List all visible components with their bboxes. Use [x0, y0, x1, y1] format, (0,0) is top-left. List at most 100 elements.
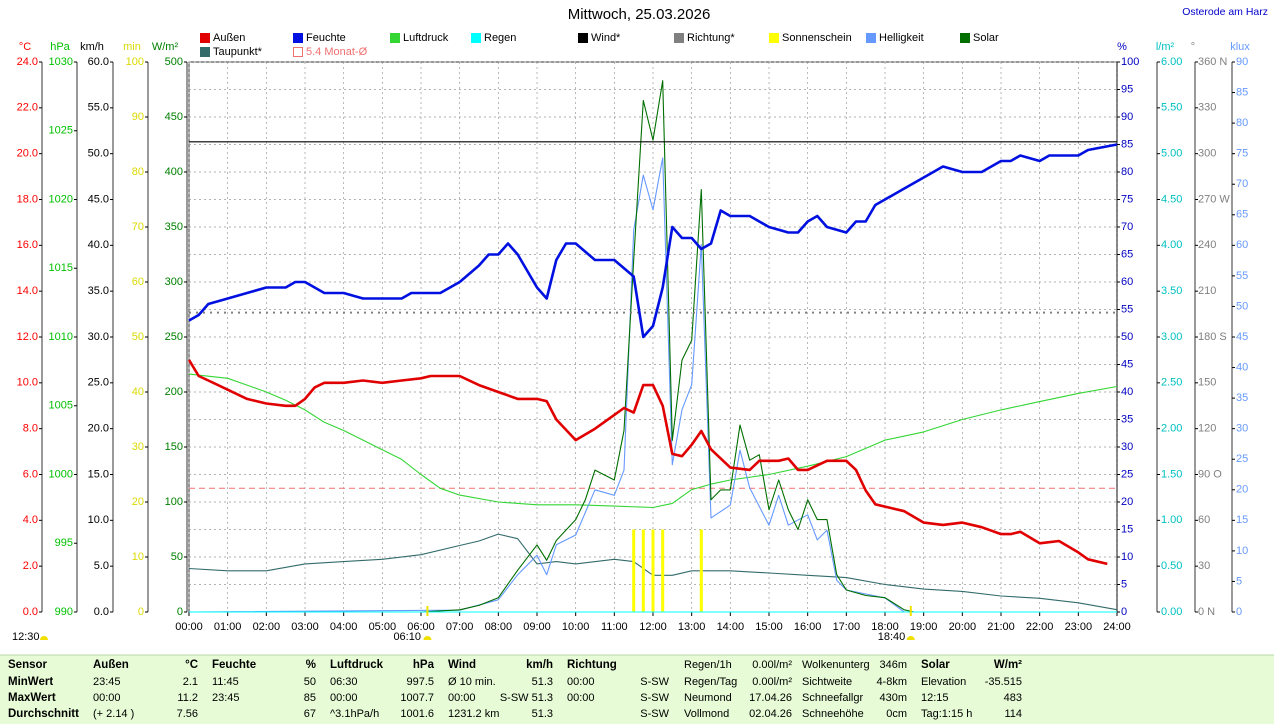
- y-tick-label: 3.00: [1161, 331, 1182, 343]
- y-tick-label: 50.0: [88, 148, 109, 160]
- x-tick-label: 05:00: [369, 621, 397, 633]
- sun-time: 18:40: [878, 631, 906, 643]
- y-tick-label: 40: [132, 386, 144, 398]
- series-line: [188, 157, 1117, 613]
- table-cell: 06:30: [330, 676, 358, 688]
- table-header: Luftdruck: [330, 659, 384, 671]
- y-tick-label: 22.0: [17, 102, 38, 114]
- y-tick-label: 55.0: [88, 102, 109, 114]
- y-tick-label: 400: [165, 166, 183, 178]
- axis-title: W/m²: [152, 41, 179, 53]
- y-tick-label: 1030: [49, 56, 73, 68]
- table-cell: MinWert: [8, 676, 53, 688]
- y-tick-label: 350: [165, 221, 183, 233]
- x-tick-label: 11:00: [601, 621, 628, 633]
- table-cell: 12:15: [921, 692, 949, 704]
- y-tick-label: 450: [165, 111, 183, 123]
- table-cell: Schneefallgr: [802, 692, 863, 704]
- legend-label: Außen: [213, 32, 245, 44]
- y-tick-label: 1005: [49, 400, 73, 412]
- table-cell: S-SW: [640, 708, 669, 720]
- y-tick-label: 300: [165, 276, 183, 288]
- bar: [641, 529, 645, 612]
- y-tick-label: 45: [1236, 331, 1248, 343]
- table-cell: 1001.6: [400, 708, 434, 720]
- y-tick-label: 1025: [49, 125, 73, 137]
- table-cell: 2.1: [183, 676, 198, 688]
- axis-title: °: [1191, 41, 1195, 53]
- y-tick-label: 3.50: [1161, 285, 1182, 297]
- x-tick-label: 18:00: [871, 621, 899, 633]
- y-tick-label: 70: [132, 221, 144, 233]
- y-tick-label: 5.50: [1161, 102, 1182, 114]
- y-tick-label: 2.0: [23, 560, 38, 572]
- legend-swatch: [200, 33, 210, 43]
- table-cell: Sichtweite: [802, 676, 852, 688]
- y-tick-label: 60: [1198, 514, 1210, 526]
- table-cell: 50: [304, 676, 316, 688]
- table-cell: 67: [304, 708, 316, 720]
- y-tick-label: 20: [132, 496, 144, 508]
- y-tick-label: 1.50: [1161, 468, 1182, 480]
- y-tick-label: 4.0: [23, 514, 38, 526]
- y-tick-label: 18.0: [17, 193, 38, 205]
- y-tick-label: 75: [1236, 148, 1248, 160]
- y-tick-label: 24.0: [17, 56, 38, 68]
- bar: [651, 529, 655, 612]
- legend-swatch: [390, 33, 400, 43]
- y-tick-label: 240: [1198, 239, 1216, 251]
- x-tick-label: 01:00: [214, 621, 242, 633]
- stats-panel: [0, 655, 1274, 724]
- y-tick-label: 30: [1121, 441, 1133, 453]
- series-line: [189, 80, 1117, 613]
- table-cell: 00:00: [567, 676, 595, 688]
- table-cell: 0.00l/m²: [752, 659, 792, 671]
- y-tick-label: 500: [165, 56, 183, 68]
- y-tick-label: 100: [1121, 56, 1139, 68]
- y-tick-label: 80: [132, 166, 144, 178]
- y-tick-label: 1000: [49, 468, 73, 480]
- y-tick-label: 0.50: [1161, 560, 1182, 572]
- y-tick-label: 85: [1121, 138, 1133, 150]
- legend-swatch: [769, 33, 779, 43]
- y-tick-label: 70: [1121, 221, 1133, 233]
- y-tick-label: 150: [165, 441, 183, 453]
- x-tick-label: 19:00: [910, 621, 938, 633]
- legend-label: Richtung*: [687, 32, 735, 44]
- y-tick-label: 0: [1121, 606, 1127, 618]
- legend-label: Luftdruck: [403, 32, 449, 44]
- y-tick-label: 60: [1121, 276, 1133, 288]
- table-cell: 1007.7: [400, 692, 434, 704]
- table-header: Richtung: [567, 659, 617, 671]
- x-tick-label: 22:00: [1026, 621, 1054, 633]
- y-tick-label: 90: [132, 111, 144, 123]
- table-cell: 85: [304, 692, 316, 704]
- x-tick-label: 23:00: [1065, 621, 1093, 633]
- y-tick-label: 50: [132, 331, 144, 343]
- legend-swatch: [866, 33, 876, 43]
- sun-icon: [906, 636, 915, 640]
- location: Osterode am Harz: [1182, 6, 1268, 18]
- y-tick-label: 0 N: [1198, 606, 1215, 618]
- table-cell: Regen/Tag: [684, 676, 737, 688]
- y-tick-label: 995: [55, 537, 73, 549]
- y-tick-label: 0: [1236, 606, 1242, 618]
- legend-label: Solar: [973, 32, 999, 44]
- y-tick-label: 270 W: [1198, 193, 1230, 205]
- table-header: Sensor: [8, 659, 48, 671]
- table-cell: S-SW: [640, 676, 669, 688]
- y-tick-label: 90 O: [1198, 468, 1222, 480]
- table-header: Solar: [921, 659, 950, 671]
- x-tick-label: 09:00: [523, 621, 551, 633]
- table-cell: 00:00: [567, 692, 595, 704]
- table-cell: 997.5: [406, 676, 434, 688]
- day-length: 12:30: [12, 631, 40, 643]
- y-tick-label: 4.50: [1161, 193, 1182, 205]
- y-tick-label: 990: [55, 606, 73, 618]
- axis-title: hPa: [50, 41, 70, 53]
- sun-icon: [423, 636, 432, 640]
- x-tick-label: 17:00: [833, 621, 861, 633]
- legend-label: Helligkeit: [879, 32, 924, 44]
- legend-label: Taupunkt*: [213, 46, 263, 58]
- table-cell: 00:00: [330, 692, 358, 704]
